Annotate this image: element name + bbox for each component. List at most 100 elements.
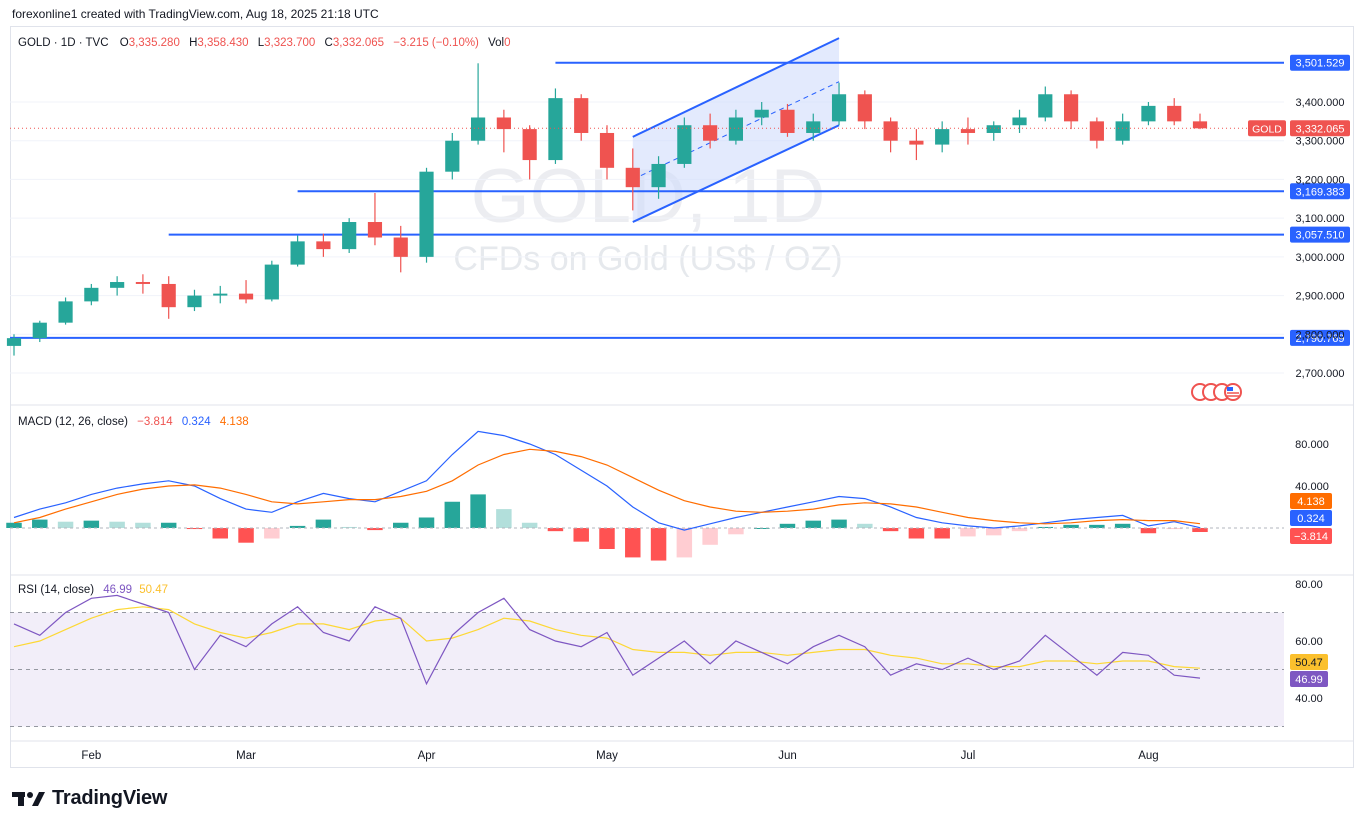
macd-histogram-bar xyxy=(418,517,435,528)
candle-body xyxy=(986,125,1001,133)
macd-histogram-bar xyxy=(238,528,254,543)
macd-histogram-bar xyxy=(908,528,925,539)
time-tick-label: Jul xyxy=(961,750,976,762)
candle-body xyxy=(677,125,692,164)
time-axis[interactable]: Feb Mar Apr May Jun Jul Aug xyxy=(81,750,1158,762)
channel-lower-line[interactable] xyxy=(632,124,840,223)
candle-body xyxy=(58,301,73,323)
current-price-tag[interactable] xyxy=(1290,120,1350,137)
chart-caption: forexonline1 created with TradingView.co… xyxy=(12,7,379,21)
macd-signal-tag-label: 4.138 xyxy=(1297,496,1325,508)
macd-hist-tag-label: −3.814 xyxy=(1294,531,1328,543)
legend-change: −3.215 (−0.10%) xyxy=(393,37,479,49)
macd-histogram-bar xyxy=(676,528,693,558)
candle-body xyxy=(1063,94,1079,122)
candlestick-series xyxy=(6,63,1284,356)
current-price-label: 3,332.065 xyxy=(1296,123,1345,135)
candle-body xyxy=(780,109,795,133)
candle-body xyxy=(831,94,847,122)
macd-histogram-bar xyxy=(83,520,100,528)
candle-body xyxy=(651,163,666,188)
rsi-ma-tag[interactable] xyxy=(1290,654,1328,670)
candle-body xyxy=(935,129,950,145)
candle-body xyxy=(548,98,563,161)
rsi-value-tag[interactable] xyxy=(1290,671,1328,687)
macd-histogram-bar xyxy=(135,522,151,528)
candle-body xyxy=(1089,121,1104,141)
macd-histogram-bar xyxy=(160,522,177,528)
level-tag[interactable] xyxy=(1290,54,1350,71)
rsi-tick-label: 60.00 xyxy=(1295,636,1323,648)
legend-low-label: L xyxy=(258,37,265,49)
macd-legend-signal: 0.324 xyxy=(182,416,211,428)
macd-histogram-bar xyxy=(857,523,873,528)
macd-histogram-bar xyxy=(186,528,203,530)
macd-histogram-bar xyxy=(1192,528,1208,533)
macd-histogram-bar xyxy=(934,528,950,539)
candle-body xyxy=(522,129,537,161)
level-tag[interactable] xyxy=(1290,329,1350,346)
macd-histogram-bar xyxy=(625,528,641,558)
candle-body xyxy=(135,282,151,284)
legend-volume-label: Vol xyxy=(488,37,504,49)
macd-histogram-bar xyxy=(1089,524,1105,528)
candle-body xyxy=(599,132,615,168)
level-tag[interactable] xyxy=(1290,183,1350,200)
macd-histogram-bar xyxy=(599,528,615,549)
legend-open-label: O xyxy=(120,37,129,49)
macd-histogram-bar xyxy=(289,525,306,528)
macd-histogram-bar xyxy=(650,528,667,561)
macd-tick-label: 80.000 xyxy=(1295,439,1329,451)
price-axis[interactable]: 3,400.000 3,300.000 3,200.000 3,100.000 3,00… xyxy=(1248,97,1350,380)
macd-histogram-bar xyxy=(367,528,383,531)
candle-body xyxy=(883,121,898,141)
level-tag-label: 3,169.383 xyxy=(1296,186,1345,198)
macd-histogram-bar xyxy=(805,520,821,528)
macd-title: MACD (12, 26, close) xyxy=(18,416,128,428)
macd-histogram-bar xyxy=(960,528,976,537)
candle-body xyxy=(1167,105,1182,122)
rsi-legend: RSI (14, close) 46.99 50.47 xyxy=(18,584,168,596)
rsi-pane: 80.00 60.00 40.00 50.47 46.99 xyxy=(10,579,1328,727)
channel-upper-line[interactable] xyxy=(632,37,840,138)
macd-line xyxy=(13,430,1201,531)
macd-histogram-bar xyxy=(573,528,589,542)
channel-midline xyxy=(632,81,840,180)
candle-body xyxy=(161,283,176,308)
macd-histogram-bar xyxy=(6,522,22,528)
macd-histogram-bar xyxy=(32,519,48,528)
candle-body xyxy=(32,322,47,339)
macd-signal-tag[interactable] xyxy=(1290,493,1332,509)
price-tick-label: 3,100.000 xyxy=(1296,213,1345,225)
legend-symbol: GOLD · 1D · TVC xyxy=(18,37,109,49)
macd-histogram-bar xyxy=(1063,524,1079,528)
level-tag[interactable] xyxy=(1290,226,1350,243)
candle-body xyxy=(960,129,976,133)
macd-histogram-bar xyxy=(109,521,125,528)
symbol-tag[interactable] xyxy=(1248,120,1286,137)
rsi-value-tag-label: 46.99 xyxy=(1295,674,1323,686)
candle-body xyxy=(806,121,821,133)
candle-body xyxy=(470,117,486,141)
macd-hist-tag[interactable] xyxy=(1290,528,1332,544)
price-tick-label: 2,700.000 xyxy=(1296,368,1345,380)
macd-histogram-bar xyxy=(1140,528,1157,534)
macd-histogram-bar xyxy=(1166,528,1182,530)
time-tick-label: May xyxy=(596,750,618,762)
macd-pane: 80.000 40.000 4.138 0.324 −3.814 xyxy=(6,430,1332,561)
us-event-flags-icon[interactable] xyxy=(1191,383,1242,401)
candle-body xyxy=(1012,117,1027,126)
rsi-legend-ma: 50.47 xyxy=(139,584,168,596)
candle-body xyxy=(1141,105,1156,122)
macd-value-tag[interactable] xyxy=(1290,510,1332,526)
macd-legend-macd: −3.814 xyxy=(137,416,173,428)
legend-volume: 0 xyxy=(504,37,510,49)
price-tick-label: 3,300.000 xyxy=(1296,136,1345,148)
candle-body xyxy=(754,109,769,118)
candle-body xyxy=(625,167,640,188)
macd-histogram-bar xyxy=(1037,526,1054,528)
tradingview-logo[interactable]: TradingView xyxy=(12,787,167,810)
macd-histogram-bar xyxy=(547,528,564,532)
level-tag-label: 3,501.529 xyxy=(1296,58,1345,70)
